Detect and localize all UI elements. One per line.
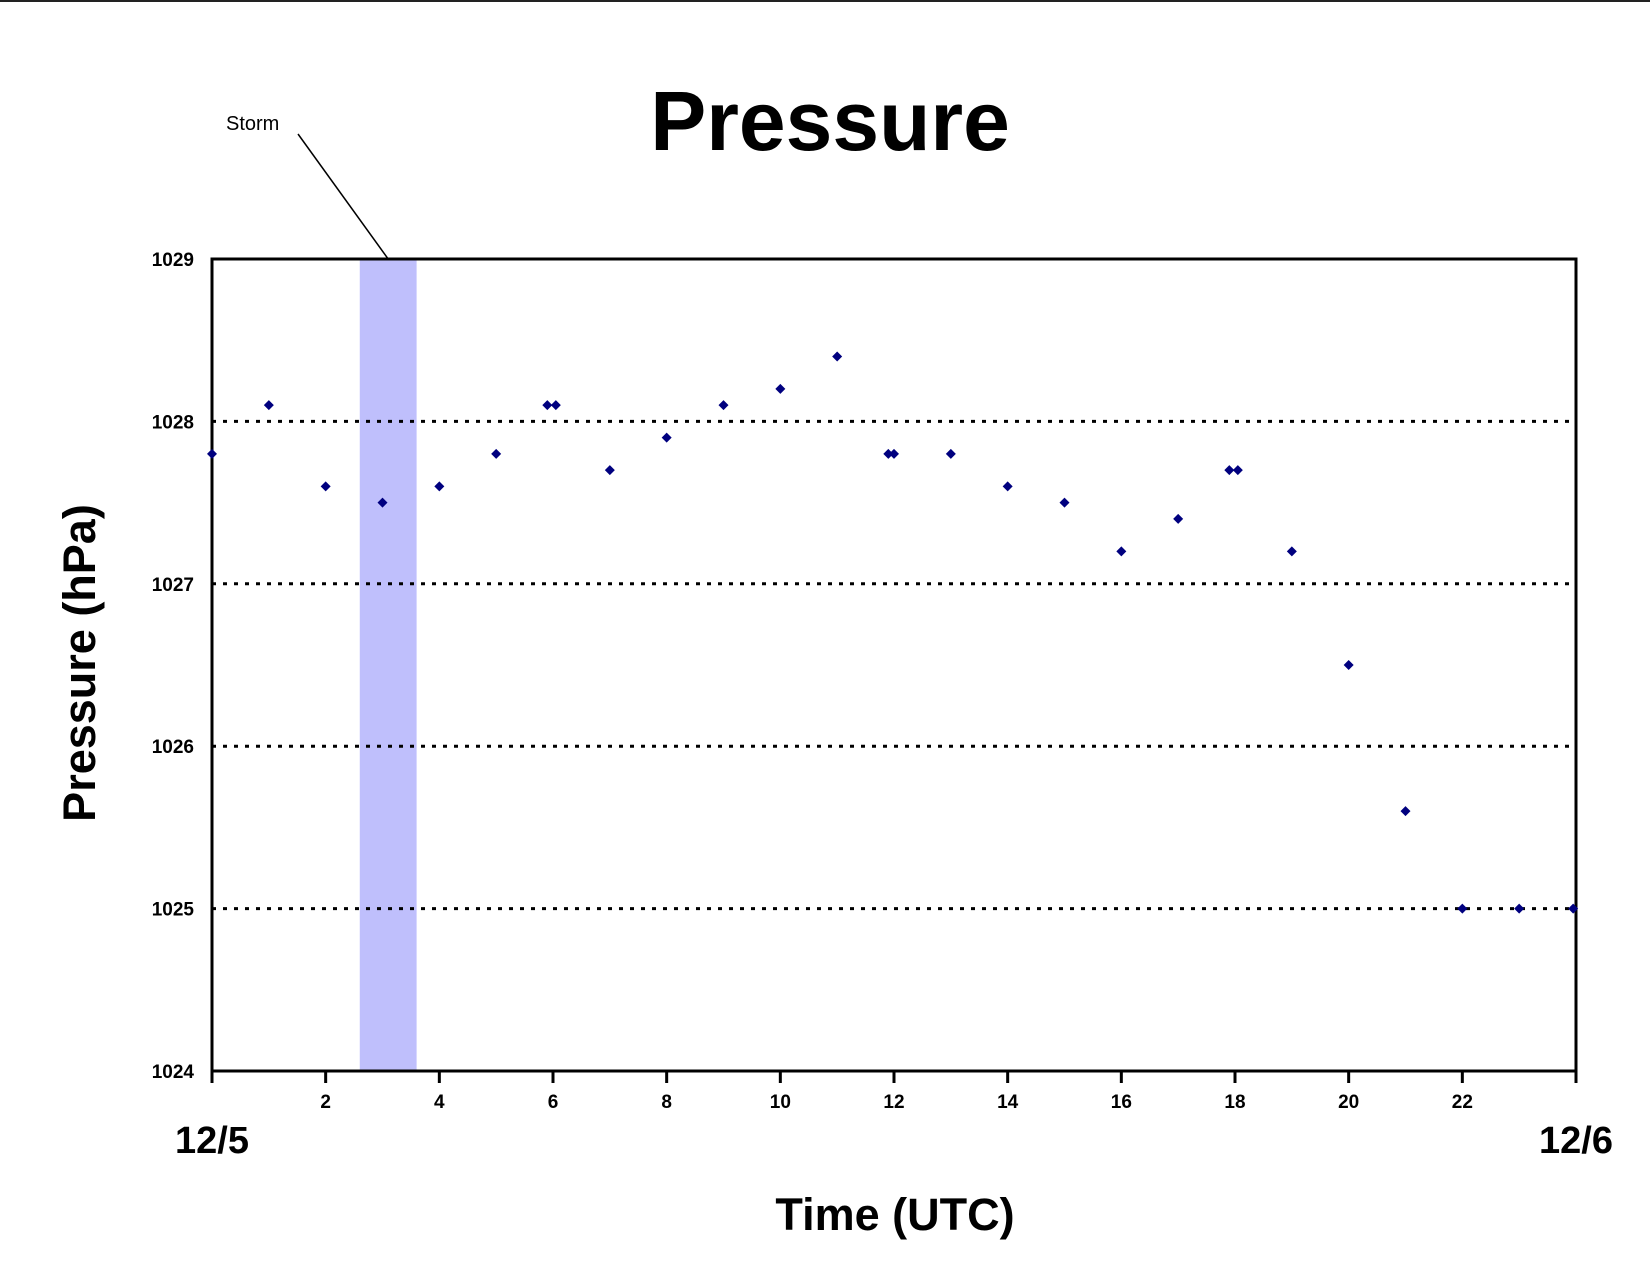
data-point — [661, 432, 672, 443]
data-point — [491, 448, 502, 459]
data-point — [550, 400, 561, 411]
data-point — [1116, 546, 1127, 557]
x-tick-label: 16 — [1111, 1092, 1132, 1113]
data-point — [883, 448, 894, 459]
data-point — [1173, 513, 1184, 524]
data-point — [434, 481, 445, 492]
data-point — [1002, 481, 1013, 492]
data-point — [1232, 465, 1243, 476]
storm-annotation-label: Storm — [226, 113, 279, 135]
y-tick-label: 1028 — [152, 412, 194, 433]
y-tick-label: 1027 — [152, 575, 194, 596]
data-point — [945, 448, 956, 459]
x-tick-label: 14 — [997, 1092, 1019, 1113]
y-tick-labels: 1024 1025 1026 1027 1028 1029 — [152, 250, 195, 1083]
x-tick-labels: 2 4 6 8 10 12 14 16 18 20 22 — [320, 1092, 1473, 1113]
data-point — [604, 465, 615, 476]
data-point — [320, 481, 331, 492]
x-tick-label: 8 — [661, 1092, 672, 1113]
grid-layer — [212, 419, 1576, 911]
x-tick-label: 4 — [434, 1092, 445, 1113]
data-point — [1343, 660, 1354, 670]
data-point — [1457, 903, 1468, 914]
storm-annotation-leader — [297, 133, 389, 260]
x-tick-marks — [210, 1071, 1578, 1083]
x-axis-title: Time (UTC) — [775, 1189, 1014, 1240]
y-tick-label: 1026 — [152, 737, 194, 758]
x-tick-label: 10 — [770, 1092, 791, 1113]
data-point — [263, 400, 274, 411]
data-point — [1224, 465, 1235, 476]
y-tick-label: 1024 — [152, 1062, 195, 1083]
y-axis-title: Pressure (hPa) — [54, 504, 105, 822]
data-point — [1286, 546, 1297, 557]
data-points — [207, 351, 1579, 914]
top-border-line — [0, 0, 1650, 2]
data-point — [377, 497, 388, 508]
data-point — [832, 351, 843, 362]
data-point — [775, 383, 786, 394]
x-tick-label: 22 — [1452, 1092, 1473, 1113]
storm-shaded-band — [359, 259, 417, 1071]
chart-title: Pressure — [650, 74, 1010, 168]
y-tick-label: 1025 — [152, 900, 195, 921]
x-tick-label: 18 — [1224, 1092, 1245, 1113]
data-point — [1400, 806, 1411, 817]
x-tick-label: 20 — [1338, 1092, 1359, 1113]
data-point — [1514, 903, 1525, 914]
x-tick-label: 6 — [548, 1092, 559, 1113]
end-date-label: 12/6 — [1539, 1120, 1613, 1162]
data-point — [718, 400, 729, 411]
data-point — [1059, 497, 1070, 508]
data-point — [1568, 903, 1579, 914]
start-date-label: 12/5 — [175, 1120, 249, 1162]
data-point — [207, 448, 217, 459]
x-tick-label: 2 — [320, 1092, 331, 1113]
y-tick-label: 1029 — [152, 250, 194, 271]
x-tick-label: 12 — [883, 1092, 904, 1113]
data-point — [542, 400, 553, 411]
data-point — [889, 448, 899, 459]
